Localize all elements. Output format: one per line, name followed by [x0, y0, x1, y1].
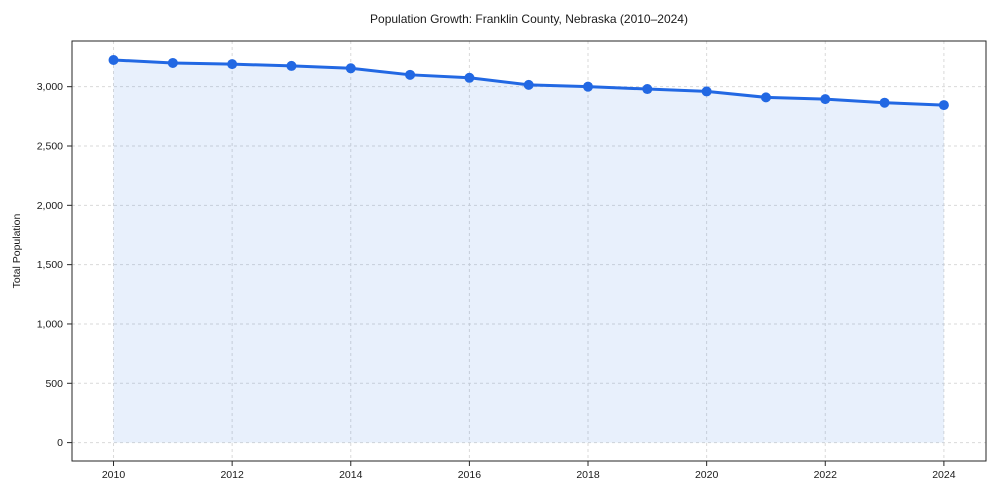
- y-tick-label: 3,000: [37, 81, 63, 93]
- x-tick-label: 2024: [932, 469, 956, 481]
- data-point: [523, 79, 534, 90]
- data-point: [286, 60, 297, 71]
- data-point: [879, 97, 890, 108]
- x-tick-label: 2018: [576, 469, 600, 481]
- y-tick-label: 1,500: [37, 259, 63, 271]
- data-point: [345, 63, 356, 74]
- data-point: [108, 54, 119, 65]
- x-tick-label: 2020: [695, 469, 719, 481]
- data-point: [405, 69, 416, 80]
- data-point: [701, 86, 712, 97]
- data-point: [760, 92, 771, 103]
- y-tick-label: 2,500: [37, 141, 63, 153]
- data-point: [938, 100, 949, 111]
- series-area: [113, 59, 944, 443]
- data-point: [583, 81, 594, 92]
- y-tick-label: 500: [45, 378, 63, 390]
- x-tick-label: 2016: [458, 469, 482, 481]
- chart-title: Population Growth: Franklin County, Nebr…: [370, 12, 688, 26]
- y-tick-label: 2,000: [37, 200, 63, 212]
- data-point: [227, 59, 238, 70]
- x-tick-label: 2022: [814, 469, 838, 481]
- data-point: [464, 72, 475, 83]
- data-point: [167, 57, 178, 68]
- data-point: [642, 84, 653, 95]
- x-tick-label: 2010: [102, 469, 126, 481]
- plot-border: [71, 40, 987, 462]
- y-tick-label: 1,000: [37, 318, 63, 330]
- y-tick-label: 0: [57, 437, 63, 449]
- data-point: [820, 94, 831, 105]
- x-tick-label: 2014: [339, 469, 363, 481]
- x-tick-label: 2012: [220, 469, 244, 481]
